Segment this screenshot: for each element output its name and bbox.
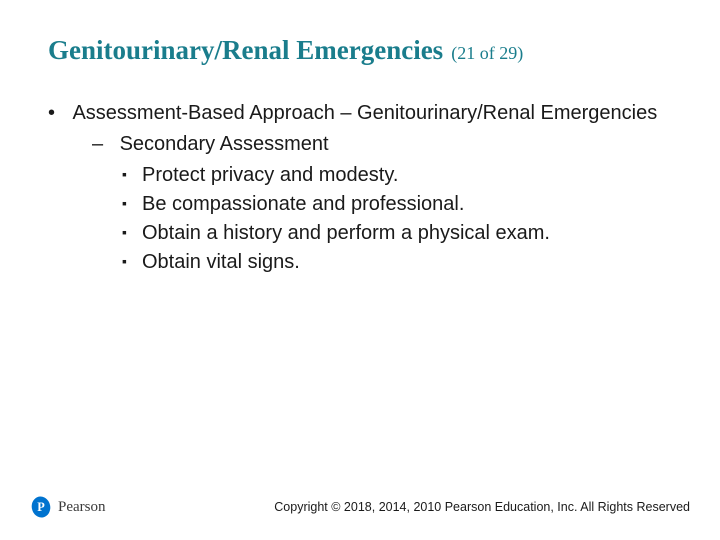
publisher-name: Pearson xyxy=(58,499,106,516)
pearson-icon: P xyxy=(30,496,52,518)
bullet-l3-text: Obtain vital signs. xyxy=(142,251,300,273)
list-item: Secondary Assessment Protect privacy and… xyxy=(92,131,672,276)
bullet-l2-text: Secondary Assessment xyxy=(120,133,329,155)
slide-body: Assessment-Based Approach – Genitourinar… xyxy=(48,100,672,276)
slide: Genitourinary/Renal Emergencies (21 of 2… xyxy=(0,0,720,540)
publisher-logo: P Pearson xyxy=(30,496,106,518)
title-main: Genitourinary/Renal Emergencies xyxy=(48,35,443,65)
slide-footer: P Pearson Copyright © 2018, 2014, 2010 P… xyxy=(0,496,720,518)
svg-text:P: P xyxy=(37,500,45,514)
bullet-l3-text: Obtain a history and perform a physical … xyxy=(142,222,550,244)
list-item: Be compassionate and professional. xyxy=(122,191,672,218)
slide-title: Genitourinary/Renal Emergencies (21 of 2… xyxy=(48,35,672,66)
title-count: (21 of 29) xyxy=(451,43,523,63)
copyright-text: Copyright © 2018, 2014, 2010 Pearson Edu… xyxy=(274,500,690,514)
bullet-l3-text: Be compassionate and professional. xyxy=(142,193,464,215)
list-item: Obtain a history and perform a physical … xyxy=(122,220,672,247)
bullet-l1-text: Assessment-Based Approach – Genitourinar… xyxy=(72,102,657,124)
bullet-l3-text: Protect privacy and modesty. xyxy=(142,164,398,186)
list-item: Protect privacy and modesty. xyxy=(122,162,672,189)
list-item: Obtain vital signs. xyxy=(122,249,672,276)
list-item: Assessment-Based Approach – Genitourinar… xyxy=(48,100,672,276)
